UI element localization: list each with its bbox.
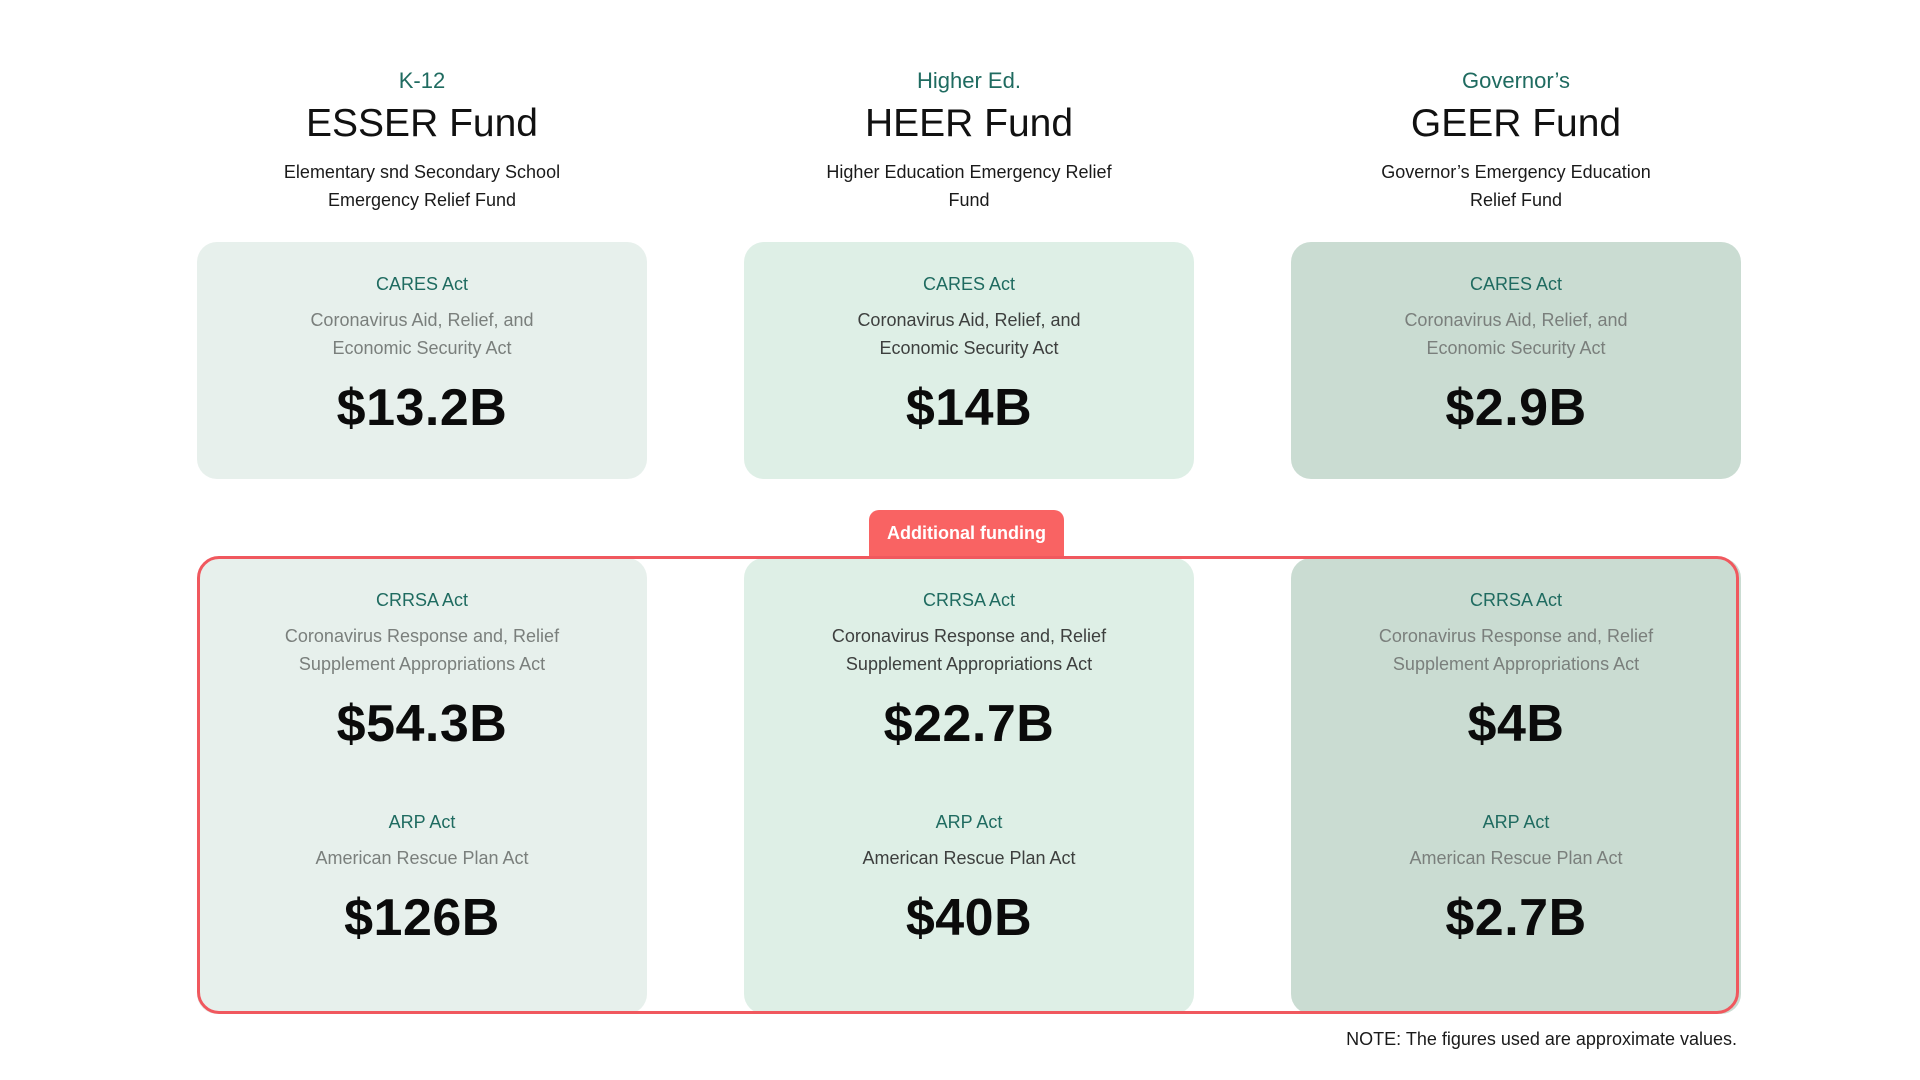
- funding-amount: $22.7B: [883, 695, 1055, 753]
- esser-header: K-12 ESSER Fund Elementary snd Secondary…: [197, 66, 647, 214]
- funding-amount: $14B: [905, 379, 1033, 437]
- funding-amount: $13.2B: [336, 379, 508, 437]
- heer-header: Higher Ed. HEER Fund Higher Education Em…: [744, 66, 1194, 214]
- geer-cares-card: CARES Act Coronavirus Aid, Relief, and E…: [1291, 242, 1741, 479]
- heer-additional-card: CRRSA Act Coronavirus Response and, Reli…: [744, 558, 1194, 1014]
- funding-amount: $4B: [1467, 695, 1565, 753]
- geer-kicker: Governor’s: [1461, 68, 1570, 93]
- act-full-name: American Rescue Plan Act: [862, 848, 1076, 868]
- act-full-name: Coronavirus Aid, Relief, and Economic Se…: [310, 310, 534, 358]
- act-name: CARES Act: [922, 274, 1016, 294]
- heer-title: HEER Fund: [864, 102, 1074, 145]
- funding-amount: $2.9B: [1445, 379, 1587, 437]
- esser-additional-card: CRRSA Act Coronavirus Response and, Reli…: [197, 558, 647, 1014]
- funding-amount: $40B: [905, 889, 1033, 947]
- act-name: ARP Act: [935, 812, 1003, 832]
- act-full-name: Coronavirus Aid, Relief, and Economic Se…: [1404, 310, 1628, 358]
- act-full-name: Coronavirus Response and, Relief Supplem…: [284, 626, 560, 674]
- act-name: ARP Act: [388, 812, 456, 832]
- geer-title: GEER Fund: [1410, 102, 1622, 145]
- esser-description: Elementary snd Secondary School Emergenc…: [283, 162, 561, 210]
- act-full-name: American Rescue Plan Act: [315, 848, 529, 868]
- esser-cares-card: CARES Act Coronavirus Aid, Relief, and E…: [197, 242, 647, 479]
- act-name: CARES Act: [1469, 274, 1563, 294]
- act-name: CRRSA Act: [1469, 590, 1563, 610]
- act-name: CARES Act: [375, 274, 469, 294]
- act-full-name: American Rescue Plan Act: [1409, 848, 1623, 868]
- heer-description: Higher Education Emergency Relief Fund: [826, 162, 1112, 210]
- geer-description: Governor’s Emergency Education Relief Fu…: [1381, 162, 1651, 210]
- act-name: ARP Act: [1482, 812, 1550, 832]
- geer-header: Governor’s GEER Fund Governor’s Emergenc…: [1291, 66, 1741, 214]
- funding-amount: $126B: [344, 889, 500, 947]
- act-full-name: Coronavirus Aid, Relief, and Economic Se…: [857, 310, 1081, 358]
- esser-title: ESSER Fund: [306, 102, 538, 145]
- additional-funding-label: Additional funding: [869, 510, 1064, 556]
- heer-kicker: Higher Ed.: [917, 68, 1021, 93]
- geer-additional-card: CRRSA Act Coronavirus Response and, Reli…: [1291, 558, 1741, 1014]
- funding-amount: $54.3B: [336, 695, 508, 753]
- funding-amount: $2.7B: [1445, 889, 1587, 947]
- heer-cares-card: CARES Act Coronavirus Aid, Relief, and E…: [744, 242, 1194, 479]
- act-name: CRRSA Act: [922, 590, 1016, 610]
- act-full-name: Coronavirus Response and, Relief Supplem…: [1378, 626, 1654, 674]
- act-name: CRRSA Act: [375, 590, 469, 610]
- esser-kicker: K-12: [398, 68, 446, 93]
- act-full-name: Coronavirus Response and, Relief Supplem…: [831, 626, 1107, 674]
- footnote: NOTE: The figures used are approximate v…: [1346, 1029, 1737, 1049]
